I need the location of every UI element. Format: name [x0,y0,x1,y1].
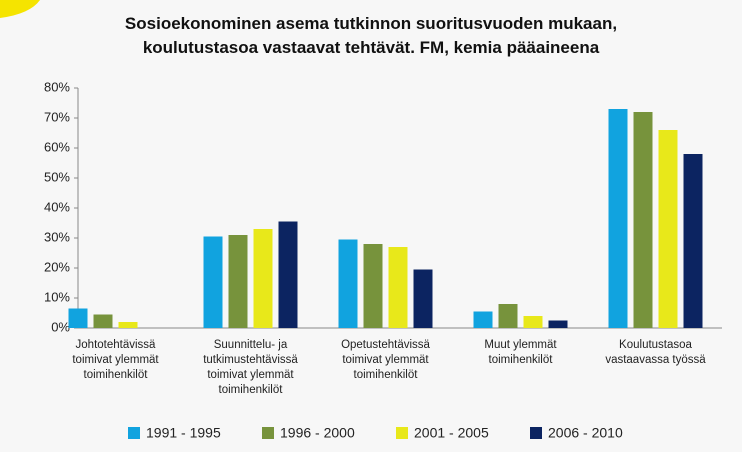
bar [204,237,223,329]
legend-swatch [530,427,542,439]
y-tick-label: 10% [44,289,70,304]
bar [229,235,248,328]
legend-label: 2006 - 2010 [548,425,623,441]
legend-swatch [262,427,274,439]
legend-label: 1991 - 1995 [146,425,221,441]
y-tick-label: 60% [44,139,70,154]
x-tick-label: Muut ylemmät toimihenkilöt [456,338,586,368]
y-tick-label: 80% [44,79,70,94]
bar [684,154,703,328]
bar [279,222,298,329]
bar [254,229,273,328]
y-tick-label: 70% [44,109,70,124]
bar [339,240,358,329]
x-tick-label: Opetustehtävissä toimivat ylemmät toimih… [321,338,451,383]
bar [609,109,628,328]
x-tick-label: Koulutustasoa vastaavassa työssä [591,338,721,368]
bar [474,312,493,329]
chart-title: Sosioekonominen asema tutkinnon suoritus… [0,12,742,60]
bar [499,304,518,328]
bar [524,316,543,328]
legend-label: 2001 - 2005 [414,425,489,441]
y-tick-label: 0% [51,319,70,334]
bar [364,244,383,328]
legend-swatch [128,427,140,439]
legend-label: 1996 - 2000 [280,425,355,441]
bar [69,309,88,329]
legend-swatch [396,427,408,439]
x-tick-label: Johtotehtävissä toimivat ylemmät toimihe… [51,338,181,383]
page: 0% 10% 20% 30% 40% 50% 60% 70% 80% 1991 - 1995 199… [0,0,742,452]
chart: 0% 10% 20% 30% 40% 50% 60% 70% 80% 1991 - 1995 199… [0,0,742,452]
bar [94,315,113,329]
y-tick-label: 40% [44,199,70,214]
bar [634,112,653,328]
y-tick-label: 20% [44,259,70,274]
bar [389,247,408,328]
y-tick-label: 30% [44,229,70,244]
bar [659,130,678,328]
bar [414,270,433,329]
y-tick-label: 50% [44,169,70,184]
bar [119,322,138,328]
bar [549,321,568,329]
x-tick-label: Suunnittelu- ja tutkimustehtävissä toimi… [186,338,316,398]
